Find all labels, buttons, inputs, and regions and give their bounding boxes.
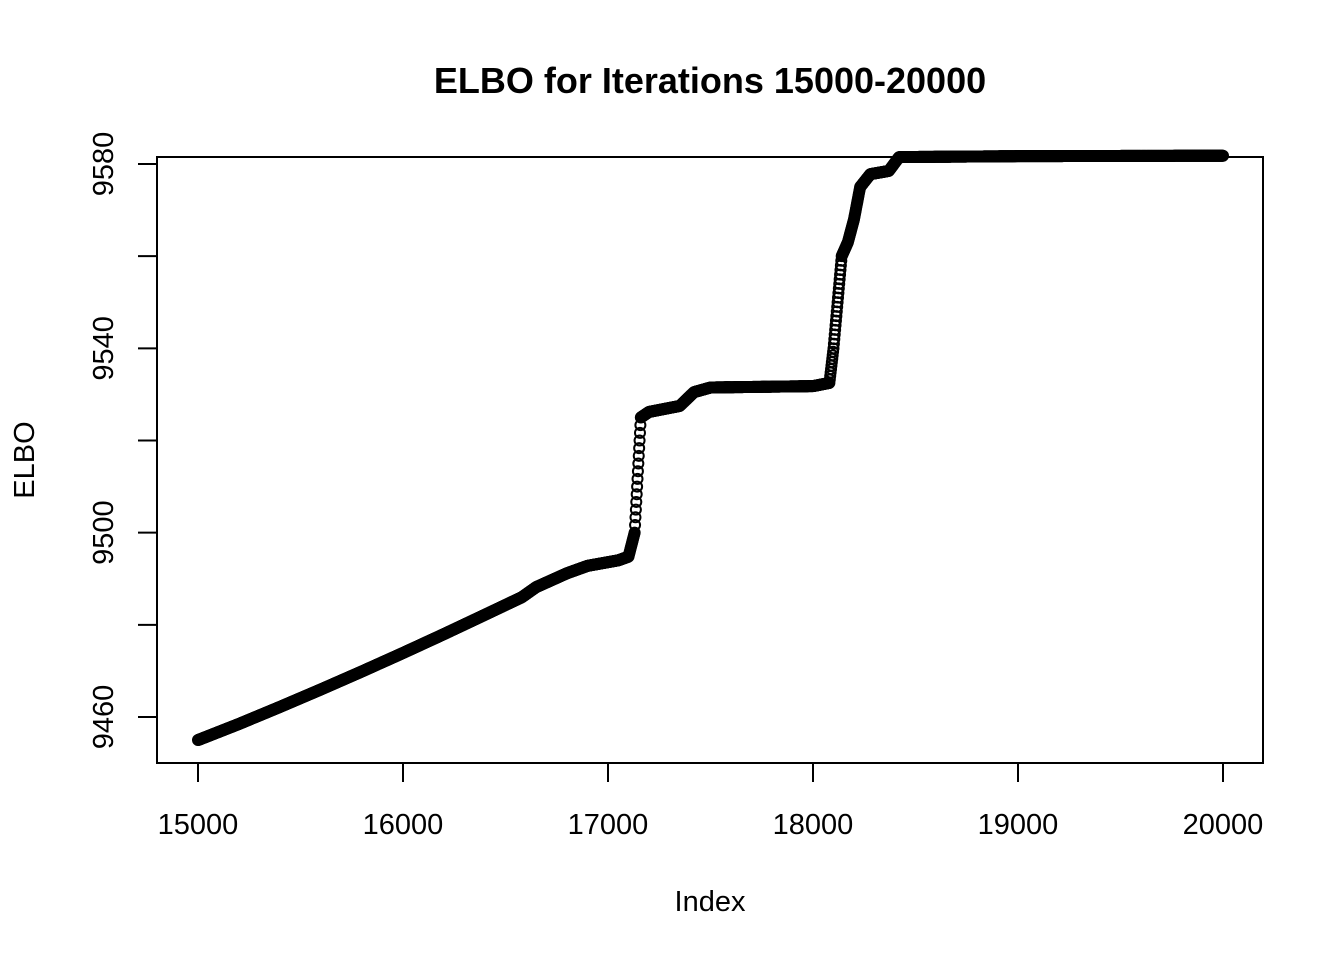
data-point <box>633 442 646 455</box>
data-point <box>631 472 644 485</box>
y-tick-label: 9540 <box>88 316 120 381</box>
data-point <box>631 465 644 478</box>
x-tick-label: 16000 <box>363 809 444 841</box>
y-tick-label: 9580 <box>88 132 120 197</box>
x-tick-label: 18000 <box>773 809 854 841</box>
data-points <box>192 149 1229 747</box>
y-axis: 9460 9500 9540 9580 <box>88 132 158 750</box>
x-axis: 15000 16000 17000 18000 19000 20000 <box>158 762 1264 841</box>
data-point <box>631 480 644 493</box>
data-point <box>1217 149 1229 162</box>
data-point <box>628 526 641 539</box>
x-axis-label: Index <box>675 886 746 918</box>
y-tick-label: 9460 <box>88 685 120 750</box>
x-tick-label: 15000 <box>158 809 239 841</box>
data-point <box>633 434 646 447</box>
data-point <box>630 488 643 501</box>
data-point <box>633 426 646 439</box>
data-point <box>632 457 645 470</box>
data-point <box>629 511 642 524</box>
data-point <box>630 495 643 508</box>
y-tick-label: 9500 <box>88 500 120 565</box>
data-point <box>632 449 645 462</box>
x-tick-label: 20000 <box>1183 809 1264 841</box>
data-point <box>629 503 642 516</box>
data-point <box>629 518 642 531</box>
y-axis-label: ELBO <box>9 421 41 498</box>
plot-frame <box>156 156 1264 764</box>
chart-title: ELBO for Iterations 15000-20000 <box>434 60 986 101</box>
x-tick-label: 17000 <box>568 809 649 841</box>
x-tick-label: 19000 <box>978 809 1059 841</box>
